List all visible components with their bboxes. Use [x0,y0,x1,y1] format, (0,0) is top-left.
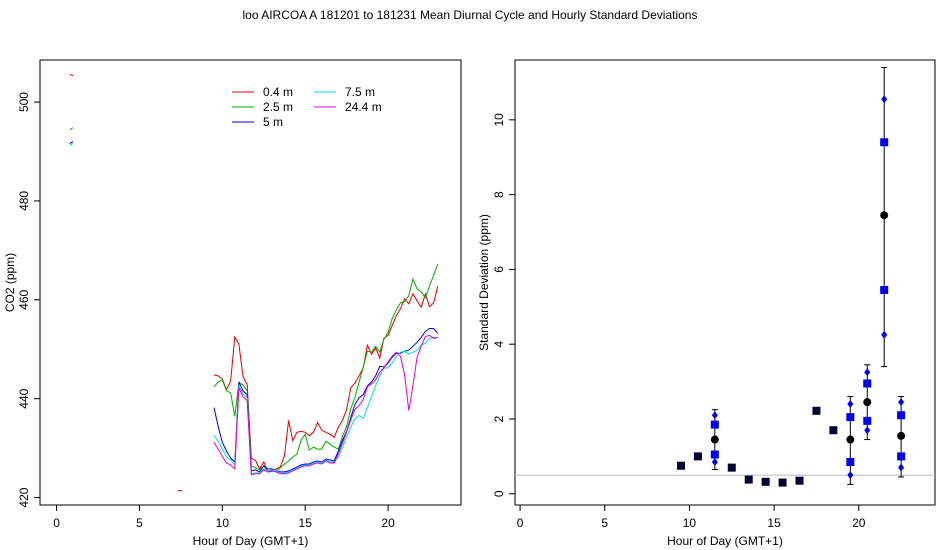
error-bar-diamond [864,368,871,377]
series-2-5-m [69,127,439,472]
series-line [69,73,74,77]
plot-frame [514,59,936,506]
x-tick-label: 20 [381,516,395,530]
series-line [213,264,439,472]
series-line [213,334,438,476]
legend-label: 7.5 m [345,85,375,99]
x-tick-label: 0 [53,516,60,530]
x-tick-label: 15 [767,516,781,530]
standard-deviation-panel: 0 5 10 15 20 0 2 4 6 8 10 Hour of Day (GMT+1) Standa… [477,59,936,548]
error-bar [897,396,906,478]
error-bar-mean [863,398,872,407]
error-bar-diamond [711,411,718,420]
legend-label: 5 m [263,115,283,129]
error-bar-square [880,138,889,147]
error-bar-diamond [711,457,718,466]
error-bar-square [863,379,872,388]
series-7-5-m [69,143,438,475]
plot-frame [39,59,462,506]
error-bar-diamond [898,463,905,472]
series-line [69,143,74,146]
legend-label: 24.4 m [345,100,382,114]
std-dev-point [727,463,736,472]
x-tick-label: 5 [601,516,608,530]
series-line [69,127,74,131]
y-tick-label: 500 [17,92,31,112]
error-bar [846,396,855,485]
error-bar [863,364,872,441]
error-bar-diamond [881,330,888,339]
error-bar-square [863,416,872,425]
co2-diurnal-cycle-panel: 0 5 10 15 20 420 440 460 480 500 Hour of Day (GMT+… [3,59,462,548]
error-bar-mean [710,435,719,444]
series-24-4-m [213,334,438,476]
series-5-m [69,141,439,473]
error-bar-square [880,285,889,294]
std-dev-point [829,426,838,435]
std-dev-point [778,478,787,487]
std-dev-point [676,461,685,470]
x-tick-label: 20 [852,516,866,530]
x-tick-label: 5 [136,516,143,530]
error-bar-square [897,411,906,420]
error-bar-mean [897,431,906,440]
y-tick-label: 4 [492,341,506,348]
std-dev-point [812,406,821,415]
error-bar-diamond [847,471,854,480]
legend-label: 0.4 m [263,85,293,99]
std-dev-point [761,477,770,486]
std-dev-point [693,452,702,461]
y-tick-label: 0 [492,490,506,497]
x-axis-label: Hour of Day (GMT+1) [667,534,783,548]
error-bar-mean [846,435,855,444]
y-tick-label: 6 [492,266,506,273]
y-tick-label: 420 [17,487,31,507]
series-0-4-m [69,73,439,492]
series-line [69,141,74,145]
error-bar-square [846,413,855,422]
x-tick-label: 10 [216,516,230,530]
chart-title: loo AIRCOA A 181201 to 181231 Mean Diurn… [243,8,698,22]
error-bar-square [897,452,906,461]
y-tick-label: 440 [17,388,31,408]
error-bar [710,409,719,470]
x-axis-label: Hour of Day (GMT+1) [193,534,309,548]
y-tick-label: 10 [492,113,506,127]
std-dev-point [744,475,753,484]
error-bar [880,66,889,368]
y-tick-label: 480 [17,191,31,211]
error-bar-diamond [847,400,854,409]
x-tick-label: 15 [299,516,313,530]
y-axis-label: Standard Deviation (ppm) [477,214,491,351]
error-bar-diamond [898,398,905,407]
x-tick-label: 0 [517,516,524,530]
error-bar-square [710,450,719,459]
series-line [213,285,439,473]
std-dev-point [795,476,804,485]
y-tick-label: 2 [492,415,506,422]
error-bar-mean [880,211,889,220]
x-tick-label: 10 [683,516,697,530]
y-tick-label: 460 [17,289,31,309]
error-bar-diamond [864,426,871,435]
error-bar-square [710,420,719,429]
y-tick-label: 8 [492,191,506,198]
error-bar-square [846,457,855,466]
error-bar-diamond [881,95,888,104]
legend-label: 2.5 m [263,100,293,114]
y-axis-label: CO2 (ppm) [3,253,17,312]
